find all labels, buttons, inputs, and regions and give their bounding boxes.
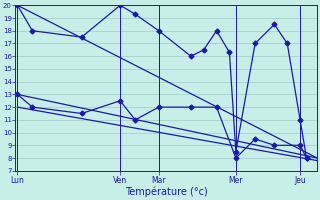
X-axis label: Température (°c): Température (°c): [125, 187, 208, 197]
